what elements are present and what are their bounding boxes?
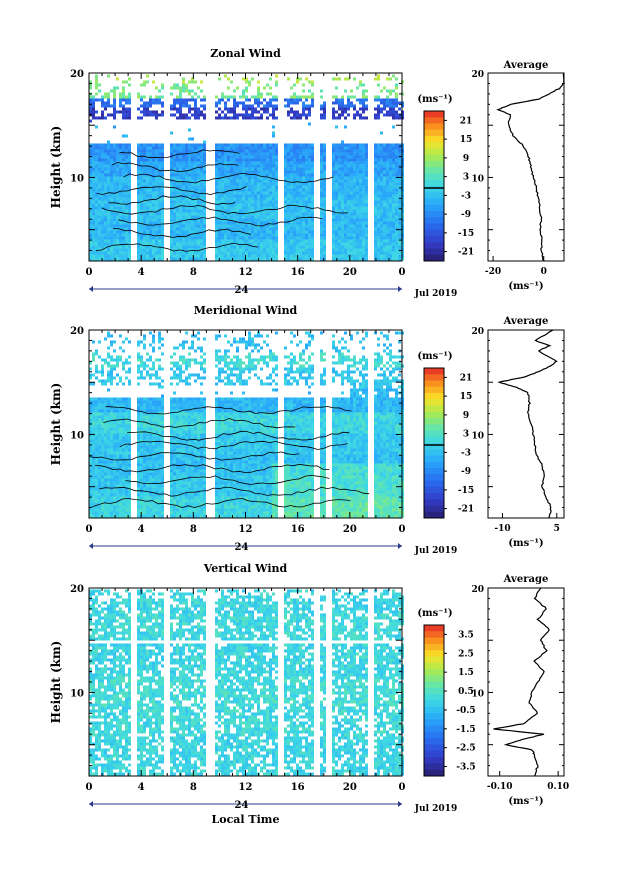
colorbar-tick-label: -21	[458, 505, 474, 515]
avg-x-unit: (ms⁻¹)	[508, 538, 543, 549]
avg-x-tick-label: -0.10	[487, 782, 513, 792]
y-axis-label: Height (km)	[49, 641, 63, 724]
colorbar-tick-label: -0.5	[456, 706, 475, 716]
x-tick-label: 8	[190, 267, 197, 278]
colorbar-tick-label: 0.5	[458, 687, 474, 697]
average-profile-line	[496, 72, 565, 262]
x-tick-label: 4	[138, 267, 145, 278]
average-title: Average	[503, 574, 549, 585]
chart-title: Vertical Wind	[203, 562, 288, 575]
colorbar-tick-label: -3	[461, 448, 471, 458]
avg-y-tick-label: 10	[471, 174, 484, 184]
avg-x-tick-label: 5	[554, 524, 560, 534]
avg-x-unit: (ms⁻¹)	[508, 796, 543, 807]
colorbar-unit: (ms⁻¹)	[417, 94, 452, 105]
colorbar-tick-label: -15	[458, 486, 474, 496]
colorbar	[423, 624, 445, 777]
colorbar-tick-label: -3	[461, 191, 471, 201]
colorbar-tick-label: -2.5	[456, 744, 475, 754]
avg-y-tick-label: 20	[471, 585, 484, 595]
x-tick-label: 0	[86, 524, 93, 535]
average-profile-line	[493, 587, 550, 777]
chart-title: Meridional Wind	[194, 304, 298, 317]
y-tick-label: 20	[70, 69, 84, 80]
colorbar-tick-label: -21	[458, 248, 474, 258]
colorbar-unit: (ms⁻¹)	[417, 351, 452, 362]
month-label: Jul 2019	[414, 804, 457, 814]
x-tick-label: 20	[343, 524, 357, 535]
y-tick-label: 10	[70, 430, 84, 441]
y-tick-label: 10	[70, 173, 84, 184]
avg-x-unit: (ms⁻¹)	[508, 281, 543, 292]
x-tick-label: 16	[291, 267, 305, 278]
avg-x-tick-label: -20	[485, 267, 501, 277]
avg-y-tick-label: 10	[471, 431, 484, 441]
x-tick-label: 20	[343, 782, 357, 793]
average-frame	[487, 329, 565, 519]
average-title: Average	[503, 60, 549, 71]
colorbar-tick-label: 15	[460, 392, 473, 402]
colorbar-tick-label: 3	[463, 173, 469, 183]
colorbar-tick-label: -3.5	[456, 763, 475, 773]
x-tick-label: 12	[239, 267, 253, 278]
y-axis-label: Height (km)	[49, 126, 63, 209]
colorbar-tick-label: 1.5	[458, 668, 474, 678]
date-label: 24	[235, 800, 249, 811]
x-tick-label: 20	[343, 267, 357, 278]
average-frame	[487, 587, 565, 777]
x-tick-label: 0	[399, 267, 406, 278]
average-title: Average	[503, 316, 549, 327]
colorbar-tick-label: 9	[463, 154, 469, 164]
colorbar	[423, 367, 445, 519]
avg-y-tick-label: 20	[471, 327, 484, 337]
colorbar	[423, 110, 445, 262]
x-tick-label: 16	[291, 782, 305, 793]
x-tick-label: 4	[138, 782, 145, 793]
colorbar-tick-label: 3	[463, 430, 469, 440]
y-axis-label: Height (km)	[49, 383, 63, 466]
month-label: Jul 2019	[414, 289, 457, 299]
y-tick-label: 10	[70, 688, 84, 699]
colorbar-tick-label: -15	[458, 229, 474, 239]
avg-x-tick-label: 0	[541, 267, 547, 277]
x-tick-label: 12	[239, 782, 253, 793]
avg-x-tick-label: -10	[494, 524, 510, 534]
colorbar-tick-label: -1.5	[456, 725, 475, 735]
average-profile-line	[497, 329, 558, 519]
panel-vertical-wind	[88, 587, 565, 807]
x-tick-label: 8	[190, 524, 197, 535]
x-tick-label: 12	[239, 524, 253, 535]
colorbar-tick-label: 21	[460, 373, 473, 383]
colorbar-unit: (ms⁻¹)	[417, 608, 452, 619]
panel-zonal-wind	[88, 72, 565, 292]
y-tick-label: 20	[70, 326, 84, 337]
panel-meridional-wind	[88, 329, 565, 549]
avg-y-tick-label: 20	[471, 70, 484, 80]
avg-x-tick-label: 0.10	[547, 782, 569, 792]
x-tick-label: 4	[138, 524, 145, 535]
colorbar-tick-label: 9	[463, 411, 469, 421]
colorbar-tick-label: 2.5	[458, 649, 474, 659]
date-label: 24	[235, 285, 249, 296]
colorbar-tick-label: 15	[460, 135, 473, 145]
x-tick-label: 0	[399, 524, 406, 535]
month-label: Jul 2019	[414, 546, 457, 556]
chart-title: Zonal Wind	[210, 47, 281, 60]
y-tick-label: 20	[70, 584, 84, 595]
x-tick-label: 0	[399, 782, 406, 793]
avg-y-tick-label: 10	[471, 689, 484, 699]
x-tick-label: 0	[86, 782, 93, 793]
colorbar-tick-label: -9	[461, 210, 471, 220]
colorbar-tick-label: 21	[460, 116, 473, 126]
x-tick-label: 8	[190, 782, 197, 793]
x-tick-label: 0	[86, 267, 93, 278]
x-tick-label: 16	[291, 524, 305, 535]
x-axis-label: Local Time	[212, 813, 280, 826]
colorbar-tick-label: -9	[461, 467, 471, 477]
date-label: 24	[235, 542, 249, 553]
colorbar-tick-label: 3.5	[458, 630, 474, 640]
